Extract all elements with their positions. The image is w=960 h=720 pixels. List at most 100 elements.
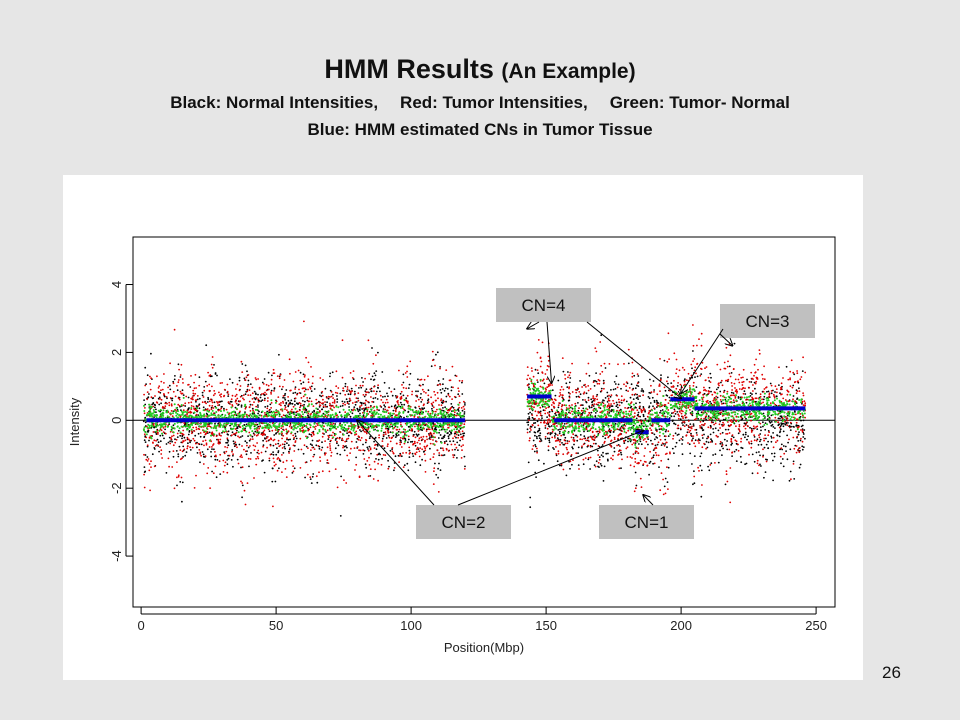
- normal-intensity-point: [376, 398, 379, 400]
- tumor-intensity-point: [187, 401, 190, 404]
- normal-intensity-point: [749, 392, 752, 394]
- tumor-intensity-point: [299, 402, 302, 405]
- tumor-intensity-point: [403, 442, 406, 445]
- normal-intensity-point: [248, 439, 251, 442]
- tumor-intensity-point: [395, 442, 398, 445]
- normal-intensity-point: [653, 433, 656, 436]
- normal-intensity-point: [189, 386, 192, 388]
- tumor-intensity-point: [402, 452, 404, 454]
- normal-intensity-point: [358, 387, 360, 389]
- tumor-intensity-point: [152, 431, 155, 433]
- normal-intensity-point: [602, 379, 605, 382]
- normal-intensity-point: [347, 393, 350, 396]
- tumor-intensity-point: [384, 454, 387, 457]
- tumor-intensity-point: [172, 434, 175, 437]
- normal-intensity-point: [767, 390, 770, 393]
- normal-intensity-point: [792, 395, 795, 397]
- tumor-intensity-point: [772, 446, 775, 449]
- tumor-intensity-point: [733, 382, 736, 385]
- tumor-intensity-point: [587, 399, 590, 402]
- tumor-intensity-point: [687, 372, 690, 375]
- tumor-intensity-point: [344, 393, 347, 396]
- normal-intensity-point: [430, 365, 433, 368]
- tumor-intensity-point: [232, 453, 235, 456]
- tumor-intensity-point: [303, 390, 306, 393]
- tumor-intensity-point: [210, 363, 213, 366]
- tumor-intensity-point: [154, 445, 157, 447]
- normal-intensity-point: [782, 465, 785, 468]
- tumor-intensity-point: [576, 436, 579, 438]
- normal-intensity-point: [712, 431, 715, 434]
- normal-intensity-point: [535, 435, 538, 438]
- normal-intensity-point: [194, 434, 197, 437]
- normal-intensity-point: [393, 405, 396, 408]
- normal-intensity-point: [245, 423, 248, 426]
- tumor-intensity-point: [347, 437, 350, 440]
- tumor-intensity-point: [604, 430, 607, 433]
- tumor-intensity-point: [294, 397, 297, 400]
- tumor-intensity-point: [633, 412, 636, 414]
- normal-intensity-point: [567, 391, 570, 394]
- normal-intensity-point: [615, 375, 618, 378]
- tumor-intensity-point: [421, 448, 424, 451]
- normal-intensity-point: [239, 436, 242, 438]
- tumor-intensity-point: [691, 425, 693, 428]
- normal-intensity-point: [353, 406, 356, 408]
- normal-intensity-point: [343, 449, 346, 452]
- tumor-intensity-point: [391, 436, 394, 439]
- tumor-intensity-point: [637, 452, 640, 455]
- tumor-intensity-point: [258, 388, 261, 390]
- tumor-intensity-point: [607, 397, 610, 400]
- tumor-intensity-point: [780, 447, 783, 449]
- normal-intensity-point: [638, 401, 641, 404]
- normal-intensity-point: [334, 439, 337, 441]
- normal-intensity-point: [789, 448, 792, 451]
- tumor-intensity-point: [379, 394, 382, 397]
- tumor-intensity-point: [584, 399, 586, 401]
- normal-intensity-point: [203, 386, 206, 388]
- tumor-intensity-point: [349, 452, 351, 454]
- tumor-intensity-point: [301, 427, 303, 429]
- normal-intensity-point: [393, 388, 396, 390]
- normal-intensity-point: [773, 452, 776, 455]
- tumor-intensity-point: [664, 492, 667, 495]
- normal-intensity-point: [388, 387, 391, 389]
- normal-intensity-point: [721, 454, 723, 456]
- normal-intensity-point: [595, 460, 598, 463]
- normal-intensity-point: [329, 434, 331, 437]
- tumor-intensity-point: [400, 397, 403, 400]
- tumor-intensity-point: [301, 404, 304, 407]
- tumor-intensity-point: [625, 381, 628, 383]
- x-tick-label: 0: [137, 618, 144, 633]
- legend-green-text: Green: Tumor- Normal: [609, 93, 790, 112]
- tumor-intensity-point: [222, 459, 225, 462]
- tumor-intensity-point: [289, 424, 292, 426]
- tumor-intensity-point: [752, 390, 754, 392]
- normal-intensity-point: [535, 476, 537, 478]
- normal-intensity-point: [719, 420, 721, 423]
- normal-intensity-point: [763, 395, 766, 398]
- tumor-intensity-point: [173, 487, 176, 490]
- tumor-intensity-point: [277, 396, 280, 398]
- normal-intensity-point: [429, 447, 431, 450]
- tumor-intensity-point: [546, 369, 548, 371]
- tumor-intensity-point: [554, 436, 556, 439]
- normal-intensity-point: [304, 476, 306, 479]
- normal-intensity-point: [334, 447, 337, 450]
- tumor-intensity-point: [642, 439, 645, 441]
- tumor-intensity-point: [198, 384, 201, 387]
- normal-intensity-point: [744, 463, 746, 466]
- tumor-intensity-point: [292, 434, 295, 437]
- y-tick-label: -2: [109, 482, 124, 494]
- tumor-intensity-point: [685, 379, 688, 381]
- tumor-intensity-point: [692, 395, 694, 398]
- tumor-intensity-point: [626, 456, 629, 458]
- tumor-intensity-point: [405, 399, 408, 402]
- tumor-intensity-point: [239, 395, 242, 398]
- normal-intensity-point: [527, 461, 530, 464]
- normal-intensity-point: [534, 431, 537, 434]
- tumor-intensity-point: [429, 438, 432, 440]
- normal-intensity-point: [461, 393, 464, 395]
- normal-intensity-point: [198, 376, 201, 379]
- tumor-intensity-point: [365, 391, 368, 394]
